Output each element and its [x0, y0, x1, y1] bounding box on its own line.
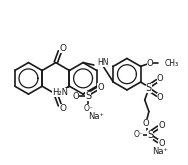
Text: O: O — [59, 44, 66, 53]
Text: O: O — [147, 59, 153, 68]
Text: CH₃: CH₃ — [164, 59, 178, 68]
Text: O: O — [157, 74, 163, 83]
Text: O: O — [97, 82, 104, 92]
Text: O: O — [143, 119, 149, 128]
Text: S: S — [146, 83, 152, 93]
Text: O: O — [157, 93, 163, 102]
Text: O⁻: O⁻ — [134, 130, 143, 139]
Text: O⁻: O⁻ — [84, 104, 94, 113]
Text: O: O — [158, 139, 165, 148]
Text: Na⁺: Na⁺ — [88, 112, 104, 121]
Text: HN: HN — [98, 58, 109, 67]
Text: O: O — [158, 121, 165, 130]
Text: O: O — [59, 104, 66, 113]
Text: H₂N: H₂N — [52, 88, 68, 97]
Text: S: S — [147, 130, 153, 140]
Text: S: S — [85, 91, 91, 101]
Text: Na⁺: Na⁺ — [152, 147, 168, 156]
Text: O: O — [72, 92, 79, 101]
